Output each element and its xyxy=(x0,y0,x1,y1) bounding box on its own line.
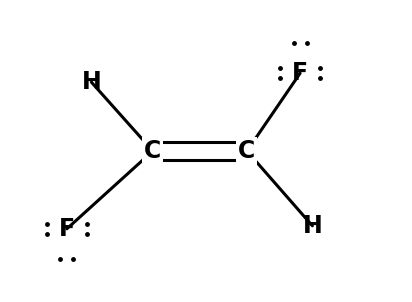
Text: H: H xyxy=(302,214,322,238)
Text: F: F xyxy=(59,217,75,241)
Text: C: C xyxy=(144,139,162,163)
Text: C: C xyxy=(238,139,255,163)
Text: F: F xyxy=(292,61,308,85)
Text: H: H xyxy=(82,70,101,94)
